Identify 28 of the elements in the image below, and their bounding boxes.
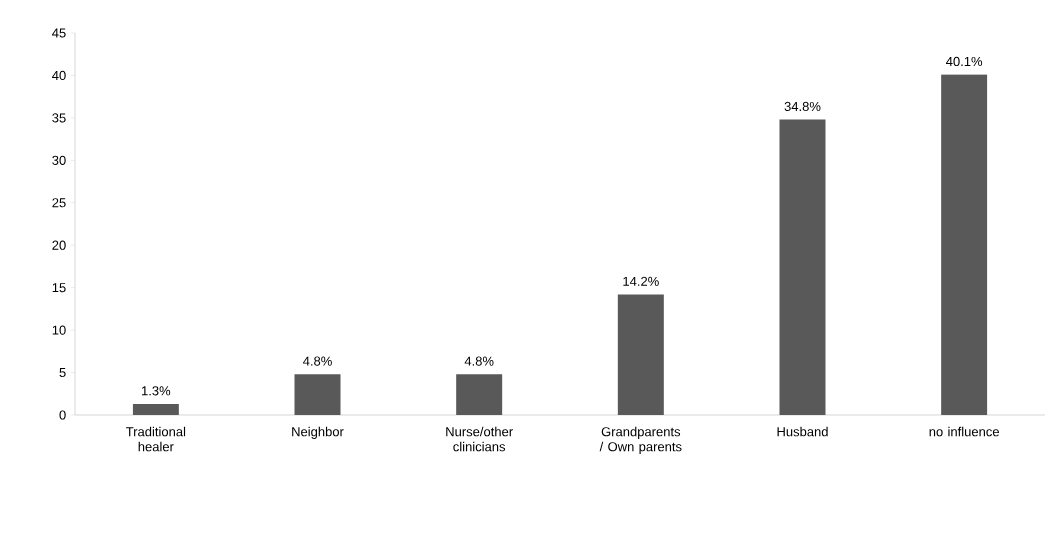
bar xyxy=(779,119,826,415)
y-tick-label: 15 xyxy=(52,283,66,293)
y-tick-label: 35 xyxy=(52,113,66,123)
bar xyxy=(132,403,179,415)
data-label: 14.2% xyxy=(623,276,659,286)
y-tick-label: 30 xyxy=(52,155,66,165)
bar xyxy=(941,74,988,415)
bar xyxy=(456,374,503,415)
y-tick-label: 0 xyxy=(59,410,66,420)
x-tick-label: no influence xyxy=(929,426,999,437)
data-label: 4.8% xyxy=(464,356,494,366)
x-tick-label: Neighbor xyxy=(292,426,344,439)
y-tick-label: 20 xyxy=(52,240,66,250)
y-tick-label: 40 xyxy=(52,70,66,81)
data-label: 4.8% xyxy=(302,356,332,366)
data-label: 40.1% xyxy=(946,56,983,67)
y-tick-label: 25 xyxy=(52,198,66,208)
data-label: 34.8% xyxy=(784,101,821,112)
y-tick-label: 45 xyxy=(52,28,66,38)
x-tick-label: Nurse/other clinicians xyxy=(446,426,513,452)
bar xyxy=(294,374,341,415)
x-tick-label: Husband xyxy=(777,426,828,437)
y-tick-label: 5 xyxy=(59,368,66,378)
x-tick-label: Traditional healer xyxy=(126,426,186,452)
bar xyxy=(617,294,664,415)
data-label: 1.3% xyxy=(142,386,171,396)
x-tick-label: Grandparents / Own parents xyxy=(599,426,682,454)
y-tick-label: 10 xyxy=(52,325,66,335)
